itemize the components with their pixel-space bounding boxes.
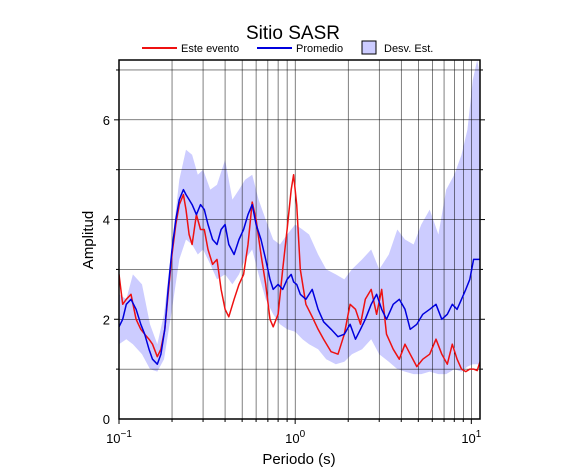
legend-label: Desv. Est.: [384, 43, 433, 55]
y-tick-label: 6: [103, 113, 110, 128]
x-axis-label: Periodo (s): [262, 451, 335, 468]
x-tick-label: 101: [461, 429, 481, 446]
legend-label: Promedio: [296, 43, 343, 55]
series-line-promedio: [119, 188, 480, 365]
legend-swatch: [361, 40, 377, 55]
plot-frame: [118, 59, 481, 420]
std-dev-band: [119, 60, 480, 375]
x-tick-label: 10−1: [106, 429, 132, 446]
grid-lines: [118, 60, 480, 419]
y-tick-label: 4: [103, 213, 110, 228]
y-tick-label: 0: [103, 412, 110, 427]
axis-ticks: 0 2 4 6 10−1 100 101: [103, 69, 485, 446]
x-tick-label: 100: [285, 429, 305, 446]
legend: Este evento Promedio Desv. Est.: [142, 40, 433, 55]
legend-label: Este evento: [181, 43, 239, 55]
plot-area: 0 2 4 6 10−1 100 101: [103, 59, 485, 446]
y-tick-label: 2: [103, 312, 110, 327]
chart-title: Sitio SASR: [246, 23, 340, 44]
y-axis-label: Amplitud: [80, 211, 97, 269]
